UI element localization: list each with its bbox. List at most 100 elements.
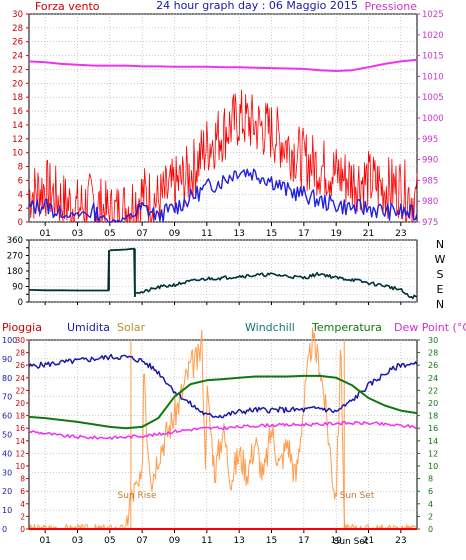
y2-tick-label: 18: [428, 412, 438, 421]
x-tick-label: 05: [104, 536, 115, 546]
rain-tick-label: 20: [15, 399, 25, 408]
rain-tick-label: 4: [20, 500, 25, 509]
y-tick-label: 20: [12, 79, 23, 89]
y-tick-label: 14: [12, 121, 23, 131]
y2-tick-label: 12: [428, 449, 438, 458]
y2-tick-label: 1020: [422, 31, 444, 41]
y2-tick-label: 1005: [422, 93, 444, 103]
x-tick-label: 09: [169, 536, 181, 546]
x-tick-label: 17: [298, 536, 309, 546]
y-tick-label: 8: [18, 163, 23, 173]
x-tick-label: 13: [233, 229, 244, 239]
humidity-tick-label: 90: [2, 355, 12, 364]
rain-tick-label: 30: [15, 336, 25, 345]
humidity-tick-label: 0: [2, 525, 7, 534]
wind-speed-plot-area: [28, 13, 418, 223]
humidity-tick-label: 100: [2, 336, 17, 345]
wind-direction-plot-area: [28, 239, 418, 303]
y-tick-label: 18: [12, 93, 23, 103]
rain-tick-label: 14: [15, 437, 25, 446]
wind-direction-panel: 0 90 180 270 360 N W S E N: [7, 236, 446, 311]
y2-tick-label: 1025: [422, 10, 444, 20]
wind-direction-axes: 0 90 180 270 360: [7, 236, 402, 308]
y2-tick-label: 14: [428, 437, 438, 446]
rain-tick-label: 28: [15, 349, 25, 358]
rain-tick-label: 2: [20, 512, 25, 521]
wind-speed-series: [28, 58, 418, 223]
y2-tick-label: 30: [428, 336, 438, 345]
y2-tick-label: 26: [428, 361, 438, 370]
temperature-series: [28, 327, 418, 530]
y-tick-label: 22: [12, 65, 23, 75]
x-tick-label: 21: [363, 229, 374, 239]
rain-tick-label: 24: [15, 374, 25, 383]
y-tick-label: 26: [12, 38, 23, 48]
legend-humidity: Umidita: [67, 321, 110, 334]
wind-direction-series: [28, 247, 418, 300]
rain-tick-label: 8: [20, 475, 25, 484]
humidity-tick-label: 40: [2, 449, 12, 458]
y2-tick-label: 1010: [422, 72, 444, 82]
wind-speed-label: Forza vento: [35, 0, 100, 13]
x-tick-label: 01: [39, 229, 50, 239]
y-tick-label: 270: [7, 252, 23, 262]
y-tick-label: 4: [18, 190, 23, 200]
x-tick-label: 13: [233, 536, 244, 546]
sunrise-annotation: Sun Rise: [118, 491, 157, 501]
y2-tick-label: 20: [428, 399, 438, 408]
x-tick-label: 03: [72, 229, 83, 239]
x-tick-label: 07: [136, 536, 147, 546]
rain-tick-label: 22: [15, 386, 25, 395]
direction-label-s: S: [437, 268, 444, 281]
temperature-axes: 01 03 05 07 09 11 13 15 17 19 21 230102030405060708…: [2, 336, 438, 546]
chart-title: 24 hour graph day : 06 Maggio 2015: [156, 0, 358, 12]
x-tick-label: 17: [298, 229, 309, 239]
y2-tick-label: 975: [422, 218, 438, 228]
legend-solar: Solar: [117, 321, 146, 334]
sunset-axis-label: Sun Set: [334, 537, 369, 547]
x-tick-label: 05: [104, 229, 115, 239]
y2-tick-label: 22: [428, 386, 438, 395]
wind-speed-axes: 01 03 05 07 09 11 13 15 17 19 21 230246810121416182…: [12, 10, 443, 239]
wind-speed-panel: Forza vento 24 hour graph day : 06 Maggi…: [12, 0, 443, 239]
x-tick-label: 23: [395, 229, 406, 239]
y2-tick-label: 24: [428, 374, 438, 383]
x-tick-label: 19: [330, 229, 342, 239]
y-tick-label: 360: [7, 236, 23, 246]
y2-tick-label: 1000: [422, 114, 444, 124]
rain-tick-label: 0: [20, 525, 25, 534]
y2-tick-label: 995: [422, 135, 438, 145]
x-tick-label: 11: [201, 229, 212, 239]
y-tick-label: 24: [12, 52, 23, 62]
x-tick-label: 15: [266, 229, 277, 239]
gust-series-line: [28, 89, 418, 223]
temperature-series-line: [28, 374, 418, 430]
x-tick-label: 21: [363, 536, 374, 546]
humidity-tick-label: 10: [2, 506, 12, 515]
x-tick-label: 11: [201, 536, 212, 546]
y2-tick-label: 8: [428, 475, 433, 484]
y2-tick-label: 4: [428, 500, 433, 509]
y-tick-label: 16: [12, 107, 23, 117]
y-tick-label: 180: [7, 267, 23, 277]
humidity-tick-label: 50: [2, 431, 12, 440]
y-tick-label: 12: [12, 135, 23, 145]
y2-tick-label: 1015: [422, 52, 444, 62]
y-tick-label: 30: [12, 10, 23, 20]
x-tick-label: 01: [39, 536, 50, 546]
humidity-tick-label: 20: [2, 487, 12, 496]
rain-tick-label: 26: [15, 361, 25, 370]
y-tick-label: 90: [12, 283, 23, 293]
rain-tick-label: 12: [15, 449, 25, 458]
y2-tick-label: 6: [428, 487, 433, 496]
legend-dewpoint: Dew Point (°C): [394, 321, 466, 334]
rain-tick-label: 16: [15, 424, 25, 433]
average-series-line: [28, 168, 418, 223]
x-tick-label: 15: [266, 536, 277, 546]
y2-tick-label: 10: [428, 462, 438, 471]
x-tick-label: 07: [136, 229, 147, 239]
direction-series-line: [28, 250, 110, 292]
pressure-label: Pressione: [365, 0, 418, 13]
y2-tick-label: 2: [428, 512, 433, 521]
